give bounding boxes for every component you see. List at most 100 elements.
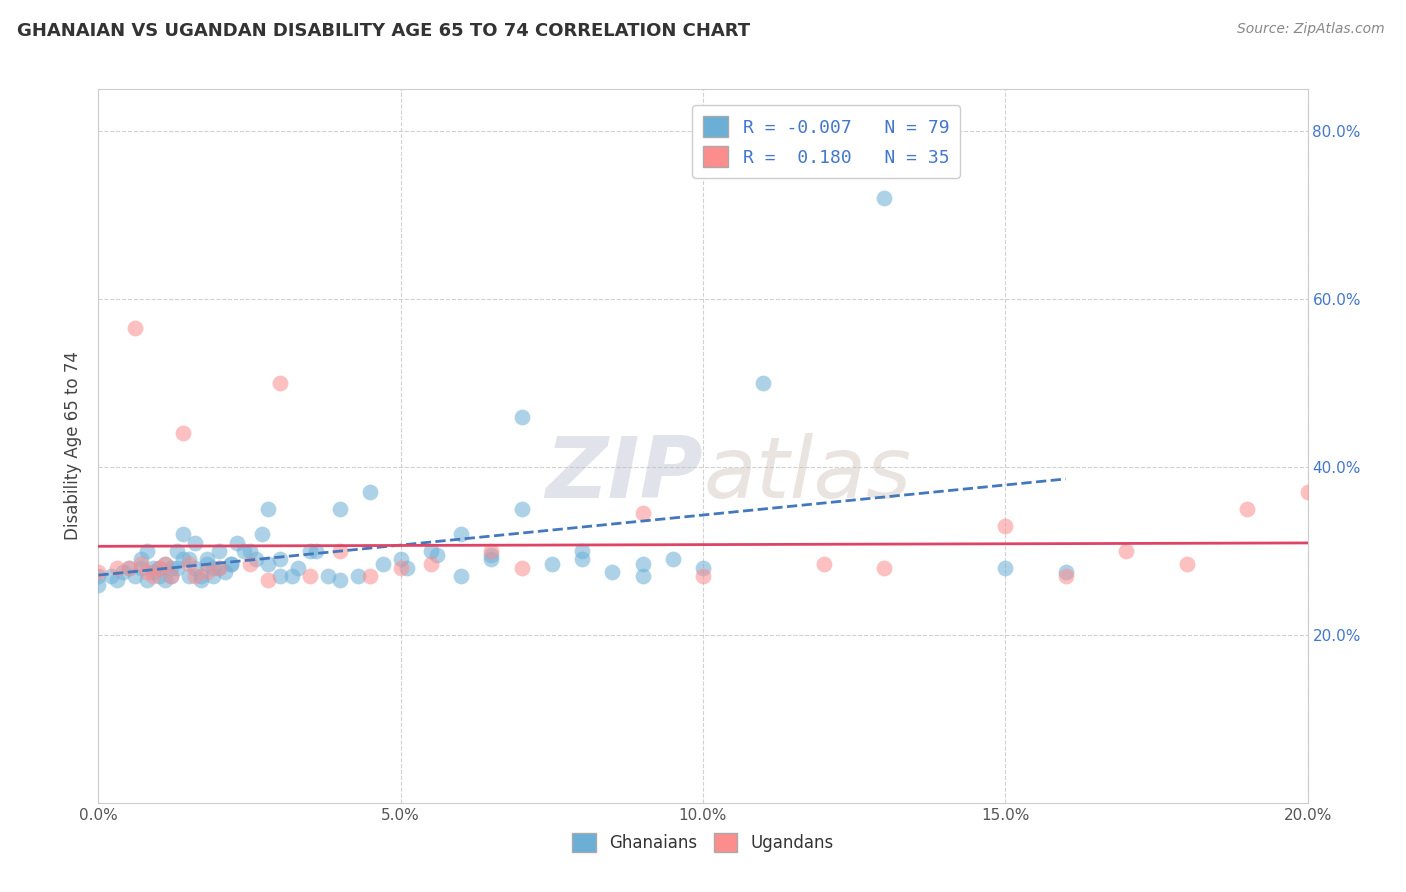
Point: [994, 518, 1017, 533]
Point: [221, 557, 243, 571]
Point: [179, 557, 201, 571]
Point: [166, 560, 188, 574]
Point: [287, 560, 309, 574]
Point: [208, 560, 231, 574]
Point: [195, 557, 218, 571]
Point: [105, 574, 128, 588]
Point: [179, 552, 201, 566]
Point: [179, 569, 201, 583]
Point: [142, 565, 165, 579]
Point: [256, 557, 278, 571]
Point: [360, 569, 382, 583]
Point: [329, 544, 352, 558]
Point: [202, 569, 225, 583]
Point: [195, 552, 218, 566]
Point: [329, 502, 352, 516]
Point: [631, 569, 654, 583]
Point: [190, 569, 212, 583]
Point: [873, 191, 896, 205]
Point: [389, 552, 412, 566]
Point: [166, 544, 188, 558]
Point: [450, 527, 472, 541]
Point: [305, 544, 328, 558]
Text: atlas: atlas: [703, 433, 911, 516]
Point: [208, 544, 231, 558]
Point: [172, 527, 194, 541]
Point: [813, 557, 835, 571]
Point: [124, 321, 146, 335]
Point: [256, 574, 278, 588]
Point: [389, 560, 412, 574]
Y-axis label: Disability Age 65 to 74: Disability Age 65 to 74: [65, 351, 83, 541]
Point: [873, 560, 896, 574]
Point: [299, 544, 322, 558]
Point: [153, 574, 176, 588]
Point: [153, 557, 176, 571]
Point: [571, 544, 593, 558]
Point: [360, 485, 382, 500]
Point: [510, 502, 533, 516]
Point: [148, 560, 170, 574]
Text: GHANAIAN VS UGANDAN DISABILITY AGE 65 TO 74 CORRELATION CHART: GHANAIAN VS UGANDAN DISABILITY AGE 65 TO…: [17, 22, 749, 40]
Point: [129, 552, 152, 566]
Point: [420, 557, 443, 571]
Point: [87, 577, 110, 591]
Point: [510, 409, 533, 424]
Point: [129, 560, 152, 574]
Point: [1296, 485, 1319, 500]
Point: [1175, 557, 1198, 571]
Point: [208, 560, 231, 574]
Point: [226, 535, 249, 549]
Point: [1054, 569, 1077, 583]
Point: [202, 560, 225, 574]
Point: [105, 560, 128, 574]
Text: Source: ZipAtlas.com: Source: ZipAtlas.com: [1237, 22, 1385, 37]
Point: [540, 557, 562, 571]
Point: [281, 569, 304, 583]
Point: [631, 506, 654, 520]
Point: [994, 560, 1017, 574]
Point: [87, 569, 110, 583]
Point: [692, 569, 714, 583]
Point: [510, 560, 533, 574]
Point: [111, 565, 134, 579]
Point: [481, 552, 503, 566]
Point: [245, 552, 267, 566]
Point: [221, 557, 243, 571]
Point: [752, 376, 775, 390]
Point: [153, 557, 176, 571]
Text: ZIP: ZIP: [546, 433, 703, 516]
Point: [450, 569, 472, 583]
Point: [420, 544, 443, 558]
Point: [631, 557, 654, 571]
Point: [184, 560, 207, 574]
Point: [426, 548, 449, 562]
Point: [371, 557, 394, 571]
Point: [661, 552, 683, 566]
Point: [100, 569, 122, 583]
Point: [160, 569, 183, 583]
Point: [602, 565, 624, 579]
Point: [692, 560, 714, 574]
Legend: Ghanaians, Ugandans: Ghanaians, Ugandans: [565, 826, 841, 859]
Point: [481, 548, 503, 562]
Point: [571, 552, 593, 566]
Point: [118, 560, 141, 574]
Point: [87, 565, 110, 579]
Point: [148, 569, 170, 583]
Point: [129, 557, 152, 571]
Point: [172, 426, 194, 441]
Point: [184, 569, 207, 583]
Point: [250, 527, 273, 541]
Point: [118, 560, 141, 574]
Point: [142, 569, 165, 583]
Point: [148, 560, 170, 574]
Point: [184, 535, 207, 549]
Point: [172, 552, 194, 566]
Point: [347, 569, 370, 583]
Point: [214, 565, 236, 579]
Point: [269, 552, 291, 566]
Point: [1115, 544, 1137, 558]
Point: [239, 557, 262, 571]
Point: [269, 376, 291, 390]
